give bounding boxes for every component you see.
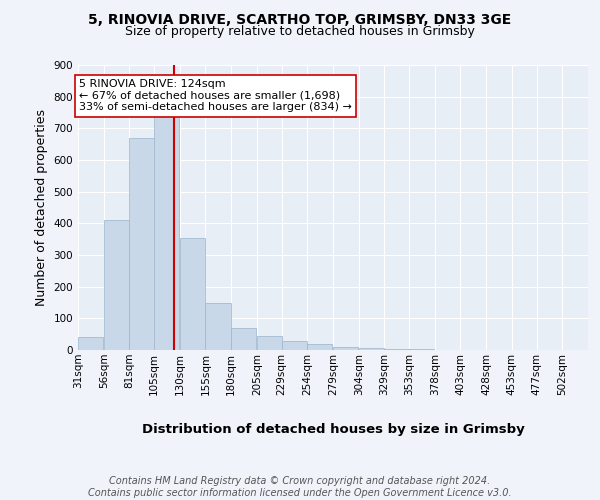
Text: 5 RINOVIA DRIVE: 124sqm
← 67% of detached houses are smaller (1,698)
33% of semi: 5 RINOVIA DRIVE: 124sqm ← 67% of detache… xyxy=(79,80,352,112)
Bar xyxy=(180,238,205,350)
Bar xyxy=(359,348,384,350)
Bar xyxy=(130,138,155,350)
Text: Distribution of detached houses by size in Grimsby: Distribution of detached houses by size … xyxy=(142,422,524,436)
Bar xyxy=(281,340,307,350)
Bar xyxy=(154,112,179,350)
Bar xyxy=(104,220,129,350)
Bar xyxy=(385,349,410,350)
Bar xyxy=(231,328,256,350)
Text: 5, RINOVIA DRIVE, SCARTHO TOP, GRIMSBY, DN33 3GE: 5, RINOVIA DRIVE, SCARTHO TOP, GRIMSBY, … xyxy=(88,12,512,26)
Bar xyxy=(205,303,230,350)
Bar xyxy=(257,336,282,350)
Y-axis label: Number of detached properties: Number of detached properties xyxy=(35,109,48,306)
Bar xyxy=(307,344,332,350)
Text: Contains HM Land Registry data © Crown copyright and database right 2024.
Contai: Contains HM Land Registry data © Crown c… xyxy=(88,476,512,498)
Bar xyxy=(78,338,103,350)
Text: Size of property relative to detached houses in Grimsby: Size of property relative to detached ho… xyxy=(125,25,475,38)
Bar xyxy=(333,347,358,350)
